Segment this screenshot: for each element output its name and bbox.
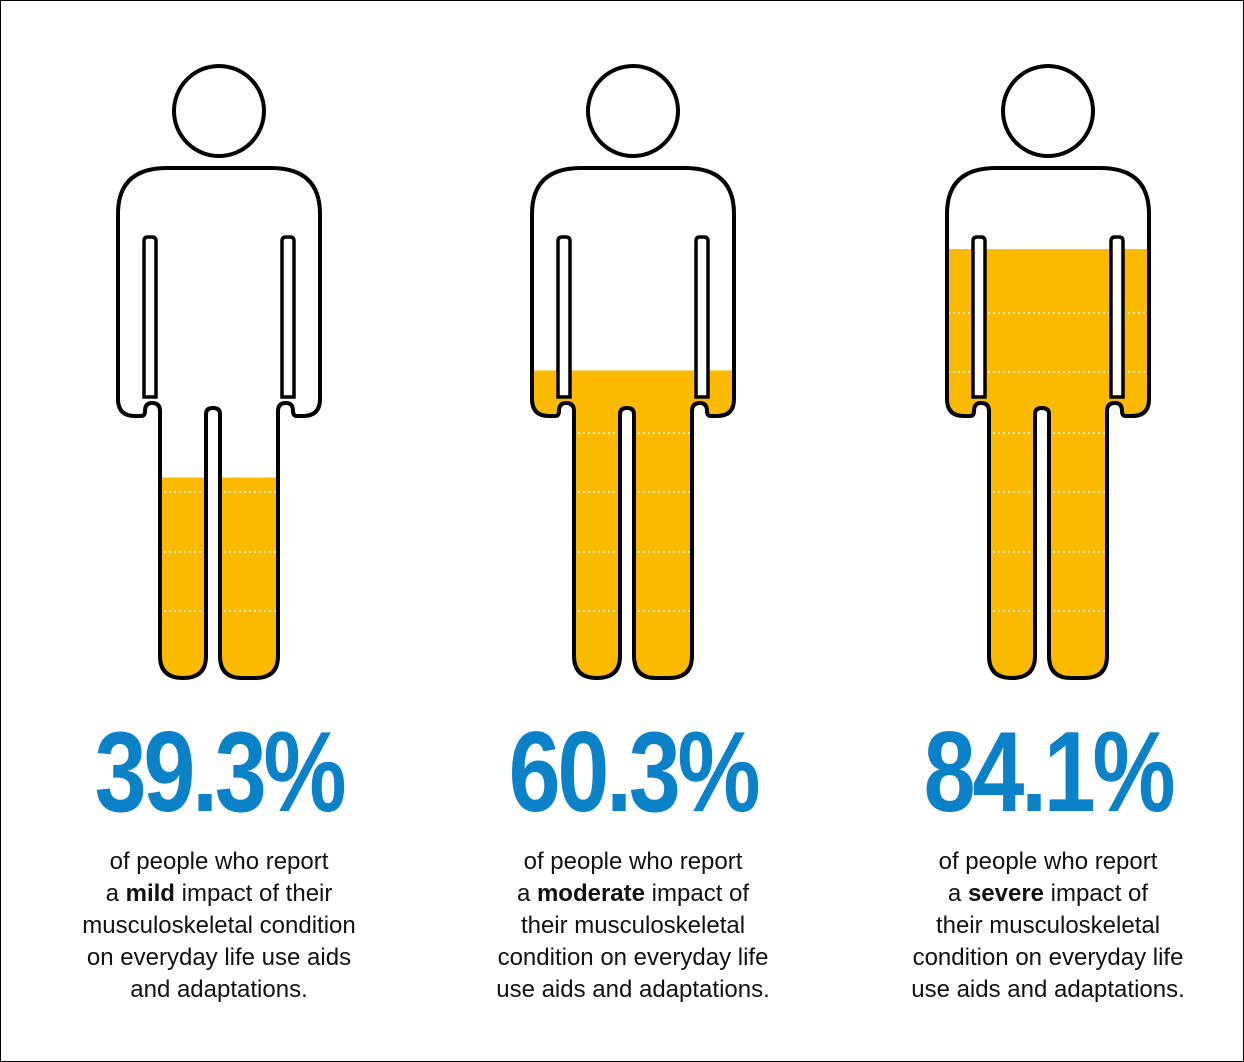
caption-text: a — [516, 880, 537, 907]
caption-line: condition on everyday life — [433, 942, 833, 974]
arm-gap — [280, 235, 296, 399]
caption: of people who report a moderate impact of… — [433, 846, 833, 1006]
figure-column-mild: 39.3% of people who report a mild impact … — [19, 1, 419, 1061]
person-figure-svg — [116, 64, 322, 680]
caption-line: a mild impact of their — [19, 878, 419, 910]
person-figure-svg — [945, 64, 1151, 680]
caption-text: condition on everyday life — [497, 944, 769, 971]
caption-line: on everyday life use aids — [19, 942, 419, 974]
arm-gap — [556, 235, 572, 399]
caption-line: their musculoskeletal — [433, 910, 833, 942]
impact-level-keyword: mild — [125, 880, 175, 907]
head-icon — [172, 64, 266, 158]
caption-text: of people who report — [523, 848, 743, 875]
caption-text: and adaptations. — [130, 976, 308, 1003]
caption-line: of people who report — [848, 846, 1244, 878]
person-figure-svg — [530, 64, 736, 680]
person-figure — [433, 1, 833, 701]
caption-text: use aids and adaptations. — [911, 976, 1185, 1003]
caption-text: musculoskeletal condition — [82, 912, 356, 939]
caption-line: a moderate impact of — [433, 878, 833, 910]
arm-gap — [142, 235, 158, 399]
caption-line: condition on everyday life — [848, 942, 1244, 974]
caption: of people who report a mild impact of the… — [19, 846, 419, 1006]
caption-line: their musculoskeletal — [848, 910, 1244, 942]
caption-line: of people who report — [19, 846, 419, 878]
body-outline — [945, 166, 1151, 680]
caption-text: their musculoskeletal — [520, 912, 746, 939]
figure-column-severe: 84.1% of people who report a severe impac… — [848, 1, 1244, 1061]
head-icon — [1001, 64, 1095, 158]
caption-line: a severe impact of — [848, 878, 1244, 910]
head-icon — [586, 64, 680, 158]
caption-text: their musculoskeletal — [935, 912, 1161, 939]
body-outline — [116, 166, 322, 680]
caption-text: on everyday life use aids — [86, 944, 352, 971]
value-label: 84.1% — [923, 709, 1176, 836]
caption-text: impact of their — [174, 880, 333, 907]
caption-text: a — [947, 880, 968, 907]
figure-column-moderate: 60.3% of people who report a moderate imp… — [433, 1, 833, 1061]
caption-text: a — [105, 880, 126, 907]
person-figure — [848, 1, 1244, 701]
caption-text: use aids and adaptations. — [496, 976, 770, 1003]
caption-line: use aids and adaptations. — [848, 974, 1244, 1006]
caption: of people who report a severe impact of th… — [848, 846, 1244, 1006]
impact-level-keyword: severe — [967, 880, 1045, 907]
caption-text: impact of — [645, 880, 750, 907]
caption-text: impact of — [1044, 880, 1149, 907]
arm-gap — [1109, 235, 1125, 399]
caption-text: condition on everyday life — [912, 944, 1184, 971]
caption-text: of people who report — [109, 848, 329, 875]
caption-line: musculoskeletal condition — [19, 910, 419, 942]
caption-text: of people who report — [938, 848, 1158, 875]
body-outline — [530, 166, 736, 680]
arm-gap — [694, 235, 710, 399]
impact-level-keyword: moderate — [536, 880, 645, 907]
caption-line: use aids and adaptations. — [433, 974, 833, 1006]
value-label: 60.3% — [508, 709, 761, 836]
arm-gap — [971, 235, 987, 399]
caption-line: and adaptations. — [19, 974, 419, 1006]
value-label: 39.3% — [94, 709, 347, 836]
caption-line: of people who report — [433, 846, 833, 878]
person-figure — [19, 1, 419, 701]
